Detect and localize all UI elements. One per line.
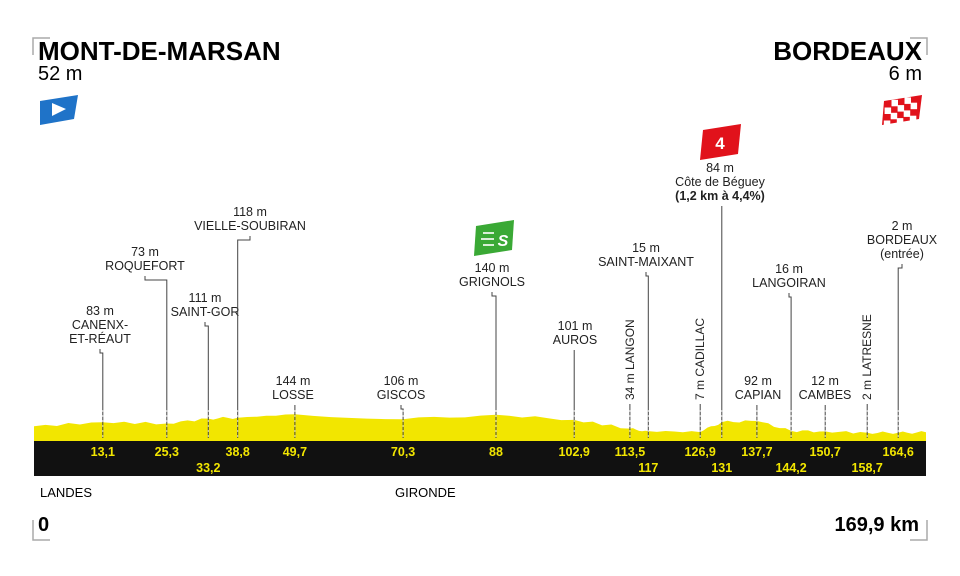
km-label: 13,1 [91,445,115,459]
finish-flag-square [890,112,898,120]
waypoint-tick [144,276,168,438]
waypoint-label: CAMBES [799,388,852,402]
climb-category: 4 [715,134,725,153]
waypoint-label: 16 m [775,262,803,276]
km-label: 25,3 [155,445,179,459]
km-label: 150,7 [810,445,841,459]
waypoint-label: 84 m [706,161,734,175]
waypoint-label: 140 m [475,261,510,275]
waypoint-tick [645,272,649,438]
frame-corner [32,520,50,541]
waypoint-label: (entrée) [880,247,924,261]
start-city: MONT-DE-MARSAN [38,36,281,66]
climb-category-badge: 4 [700,124,741,160]
waypoint-tick [400,405,404,438]
km-label: 70,3 [391,445,415,459]
finish-altitude: 6 m [889,63,922,85]
waypoint-tick [204,322,209,438]
finish-flag-square [883,120,891,127]
profile-area [34,414,926,441]
km-label: 126,9 [685,445,716,459]
finish-flag-square [903,110,911,117]
finish-flag-square [884,107,892,114]
waypoint-label: CANENX- [72,318,128,332]
km-label: 113,5 [615,445,646,459]
km-label: 88 [489,445,503,459]
waypoint-label: BORDEAUX [867,233,938,247]
region-landes: LANDES [40,485,92,500]
km-label: 137,7 [741,445,772,459]
region-gironde: GIRONDE [395,485,456,500]
km-label: 33,2 [196,461,220,475]
finish-checkered-flag-icon [882,95,922,127]
distance-start: 0 [38,514,49,536]
km-markers: 13,1 25,3 33,2 38,8 49,7 70,3 88 102,9 113,5 117 1… [91,445,914,475]
waypoint-label: 101 m [558,319,593,333]
km-label: 144,2 [775,461,806,475]
km-label: 131 [711,461,732,475]
waypoint-label: 2 m [892,219,913,233]
waypoint-vertical-label: 7 m CADILLAC [693,318,707,400]
start-altitude: 52 m [38,63,82,85]
waypoint-vertical-label: 2 m LATRESNE [860,314,874,400]
waypoint-label: (1,2 km à 4,4%) [675,189,765,203]
finish-flag-square [904,97,911,104]
waypoint-label: 73 m [131,245,159,259]
frame [32,37,928,541]
start-flag-icon [40,95,78,125]
waypoint-label: 106 m [384,374,419,388]
km-label: 49,7 [283,445,307,459]
finish-flag-square [897,105,905,112]
waypoint-label: ET-RÉAUT [69,331,131,346]
frame-corner [910,37,928,55]
waypoint-label: Côte de Béguey [675,175,765,189]
waypoint-label: GISCOS [377,388,426,402]
waypoint-label: 83 m [86,304,114,318]
waypoint-label: 144 m [276,374,311,388]
finish-city: BORDEAUX [773,36,922,66]
waypoint-label: CAPIAN [735,388,782,402]
km-label: 38,8 [226,445,250,459]
waypoint-label: 111 m [189,291,222,305]
waypoint-tick [897,264,903,438]
waypoint-label: LANGOIRAN [752,276,826,290]
distance-band [34,441,926,476]
waypoint-tick [788,293,792,438]
waypoint-label: SAINT-MAIXANT [598,255,694,269]
distance-total: 169,9 km [834,514,919,536]
sprint-letter: S [498,233,509,250]
waypoint-vertical-label: 34 m LANGON [623,319,637,400]
km-label: 102,9 [559,445,590,459]
waypoint-label: 15 m [632,241,660,255]
waypoint-label: AUROS [553,333,597,347]
waypoint-tick [99,349,104,438]
km-label: 164,6 [883,445,914,459]
waypoint-label: SAINT-GOR [171,305,240,319]
frame-corner [32,37,50,55]
km-label: 117 [638,461,658,475]
waypoint-label: GRIGNOLS [459,275,525,289]
finish-flag-square [910,102,918,110]
waypoint-label: ROQUEFORT [105,259,185,273]
waypoint-label: LOSSE [272,388,314,402]
frame-corner [910,520,928,541]
waypoint-label: 12 m [811,374,839,388]
finish-flag-square [896,118,904,125]
finish-flag-square [891,99,898,107]
sprint-badge: S [474,220,514,256]
km-label: 158,7 [852,461,883,475]
waypoint-label: 118 m [233,205,267,219]
finish-flag-square [909,115,917,123]
waypoint-label: VIELLE-SOUBIRAN [194,219,306,233]
waypoint-label: 92 m [744,374,772,388]
waypoint-tick [237,236,251,438]
waypoint-tick [491,292,497,438]
